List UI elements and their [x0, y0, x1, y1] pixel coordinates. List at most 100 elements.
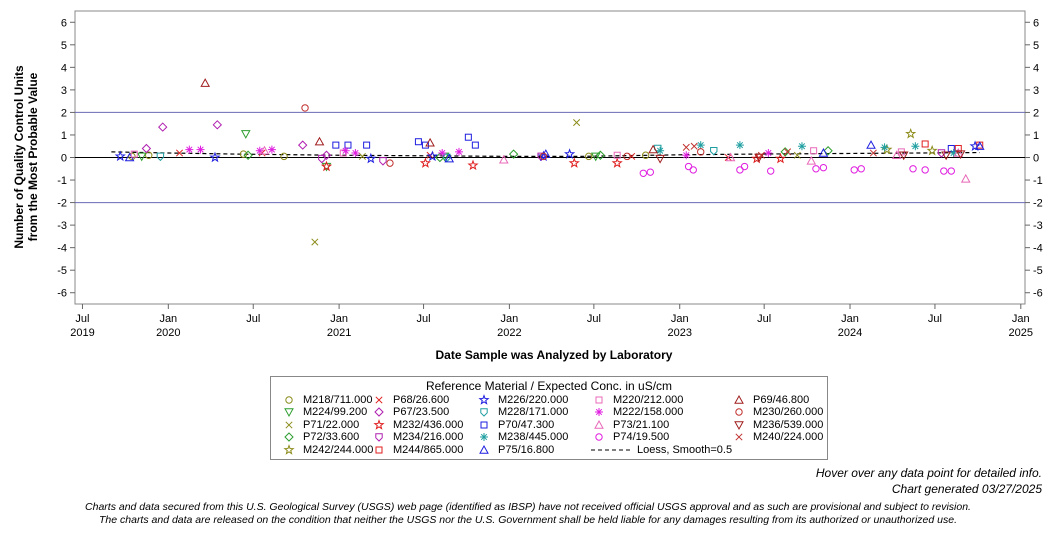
data-point: [740, 162, 749, 171]
y-tick-label-left: 3: [61, 85, 67, 97]
legend-label: P67/23.500: [393, 406, 450, 418]
legend-marker-glyph: [375, 395, 383, 404]
legend-entry: M226/220.000: [476, 393, 568, 406]
legend-marker-glyph: [478, 393, 490, 405]
legend-entry: P70/47.300: [476, 418, 554, 431]
data-point: [438, 148, 447, 157]
data-point: [145, 151, 153, 159]
legend-entry: M222/158.000: [591, 406, 683, 419]
legend-marker: [479, 444, 489, 454]
legend-marker: [283, 443, 295, 455]
series-P75/16.800: [124, 140, 985, 163]
data-point: [639, 169, 648, 177]
legend-entry: M224/99.200: [281, 406, 367, 419]
legend-label: P73/21.100: [613, 418, 670, 431]
data-point: [351, 148, 360, 157]
legend-marker-glyph: [375, 446, 383, 453]
y-tick-label-left: -6: [57, 288, 67, 300]
data-point: [689, 166, 697, 174]
legend-entry: P69/46.800: [731, 393, 809, 406]
legend-marker: [478, 393, 490, 405]
data-point: [797, 142, 806, 151]
data-point: [823, 146, 833, 156]
legend-marker: [734, 394, 744, 404]
legend-marker: [284, 408, 294, 418]
legend-label: M218/711.000: [303, 393, 373, 406]
data-point: [209, 151, 221, 163]
data-point: [812, 165, 820, 173]
y-tick-label-left: 5: [61, 40, 67, 52]
data-point: [783, 148, 792, 156]
data-point: [909, 165, 917, 173]
legend-marker: [594, 419, 604, 429]
data-point: [793, 151, 801, 159]
data-point: [735, 141, 744, 150]
series-M244/865.000: [921, 140, 984, 152]
data-point: [767, 167, 775, 175]
legend-label: P74/19.500: [613, 431, 670, 443]
series-M218/711.000: [128, 150, 650, 161]
legend-marker: [284, 432, 294, 442]
legend-marker-glyph: [285, 420, 293, 429]
data-point: [891, 150, 902, 159]
data-point: [810, 147, 818, 155]
data-point: [757, 151, 765, 159]
y-tick-label-right: 0: [1033, 153, 1039, 165]
x-tick-label: Jan: [501, 313, 519, 325]
data-point: [655, 154, 665, 164]
legend-entry: P72/33.600: [281, 431, 359, 444]
data-point: [419, 157, 432, 168]
legend-entry: M242/244.000: [281, 443, 373, 456]
legend-label: M220/212.000: [613, 393, 684, 406]
legend-entry: M228/171.000: [476, 406, 568, 419]
data-point: [682, 143, 690, 151]
data-point: [444, 153, 455, 163]
data-point: [564, 148, 576, 159]
data-point: [114, 150, 126, 162]
data-point: [857, 165, 865, 173]
legend-entry: M230/260.000: [731, 406, 823, 419]
data-point: [648, 144, 658, 154]
data-point: [386, 159, 394, 167]
legend-label: P69/46.800: [753, 393, 810, 406]
data-point: [240, 130, 251, 139]
y-tick-label-right: 4: [1033, 62, 1039, 74]
data-point: [947, 167, 955, 175]
legend-marker: [375, 446, 383, 453]
x-tick-label: Jan: [841, 313, 859, 325]
legend-marker-glyph: [480, 433, 488, 441]
data-point: [339, 149, 347, 157]
data-point: [196, 145, 205, 154]
data-point: [754, 153, 764, 163]
legend-entry: M234/216.000: [371, 431, 463, 444]
data-point: [314, 136, 325, 146]
series-M230/260.000: [301, 104, 705, 167]
legend-entry: P73/21.100: [591, 418, 669, 431]
x-tick-label: Jul: [246, 313, 260, 325]
legend-label: M228/171.000: [498, 406, 569, 418]
legend-label: M244/865.000: [393, 443, 464, 456]
data-point: [697, 148, 705, 156]
data-point: [158, 122, 168, 132]
legend-label: M240/224.000: [753, 431, 824, 443]
legend-label: M224/99.200: [303, 406, 368, 418]
data-point: [710, 147, 718, 156]
x-tick-year-label: 2019: [70, 327, 94, 339]
data-point: [321, 150, 332, 160]
data-point: [318, 154, 326, 164]
data-point: [568, 157, 580, 168]
legend-marker-glyph: [734, 420, 744, 430]
data-points-layer: [114, 78, 985, 246]
legend-entry: Loess, Smooth=0.5: [591, 443, 732, 456]
data-point: [641, 151, 650, 159]
data-point: [764, 148, 773, 157]
series-P71/22.000: [311, 119, 801, 246]
y-axis-title-line2: from the Most Probable Value: [26, 72, 40, 241]
legend-label: M232/436.000: [393, 418, 464, 431]
legend-marker-glyph: [735, 408, 743, 416]
data-point: [128, 152, 136, 161]
x-axis-title: Date Sample was Analyzed by Laboratory: [436, 348, 673, 362]
data-point: [850, 166, 858, 174]
y-tick-label-left: 2: [61, 107, 67, 119]
